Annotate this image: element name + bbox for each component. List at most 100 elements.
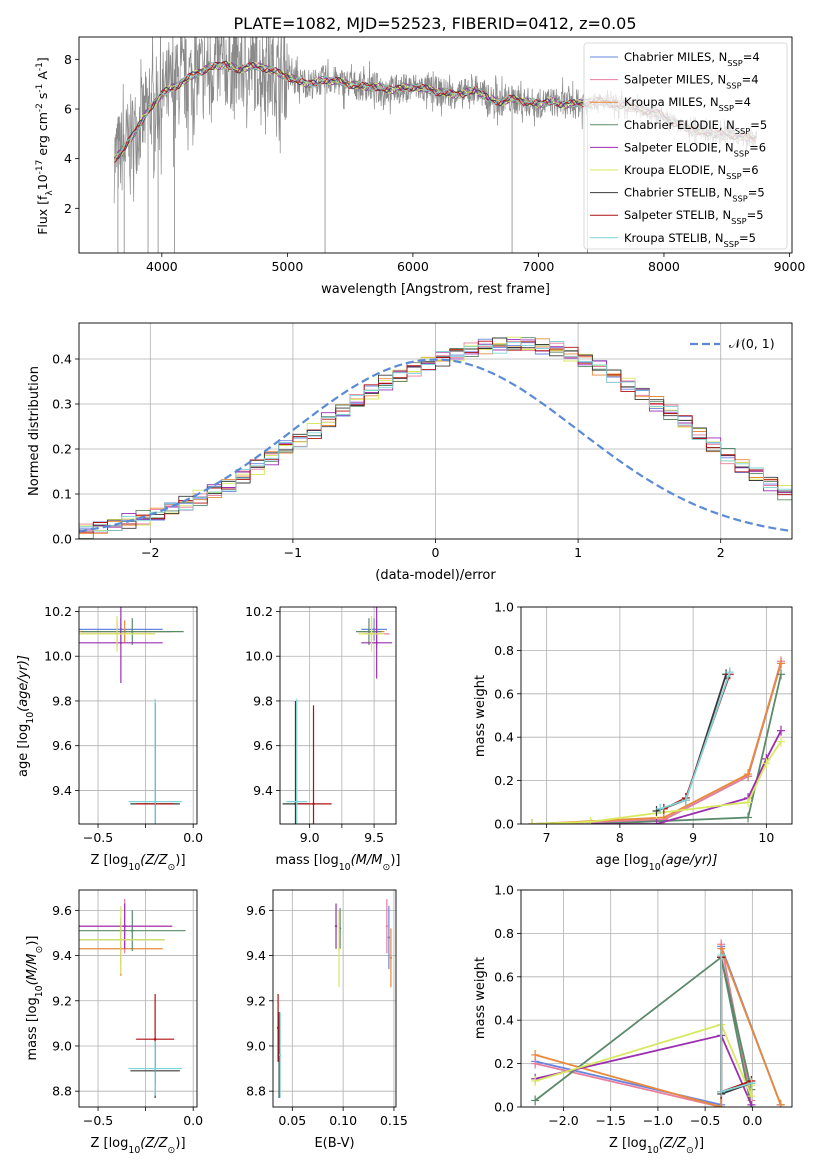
residual-plot — [79, 336, 792, 539]
tick-label-y: 8.8 — [52, 1084, 72, 1099]
tick-label-y: 0.2 — [494, 773, 514, 788]
legend-entry-part: Chabrier ELODIE, N — [624, 118, 735, 132]
ticks-mass_vs_EBV: 0.05 0.10 0.15 8.8 9.0 9.2 9.4 9.6 — [246, 903, 408, 1128]
data-point — [276, 1026, 280, 1030]
tick-label-y: 0.4 — [494, 730, 514, 745]
massweight_vs_Z-xlabel-part: )] — [694, 1136, 704, 1151]
legend-entry-part: Salpeter MILES, N — [624, 73, 726, 87]
histogram-step-line — [79, 340, 792, 533]
tick-label-y: 10.0 — [245, 649, 273, 664]
legend-entry-part: =4 — [743, 50, 760, 64]
tick-label-x: 0.0 — [183, 830, 203, 845]
tick-label-y: 9.4 — [253, 783, 273, 798]
massweight_vs_age-plot — [527, 656, 786, 824]
axes-residuals: −2 −1 0 1 2 0.0 0.1 0.2 0.3 0.4 (data-model)/error… — [27, 322, 793, 583]
tick-label-x: 4000 — [146, 259, 178, 274]
mass_vs_Z-plot — [79, 899, 186, 1098]
tick-label-y: 0.0 — [494, 817, 514, 832]
tick-label-y: 0.2 — [52, 442, 72, 457]
age_vs_Z-ylabel-part: (age/yr)] — [16, 655, 31, 712]
age_vs_Z-xlabel-part: Z [log — [90, 853, 128, 868]
mass_vs_EBV-plot — [276, 899, 393, 1098]
age_vs_mass-xlabel-part: )] — [390, 853, 400, 868]
spectrum-ylabel-part: -2 — [35, 103, 45, 112]
ticks-age_vs_mass: 9.0 9.5 9.4 9.6 9.8 10.0 10.2 — [245, 604, 384, 845]
spectrum-plot — [113, 37, 757, 253]
spectrum-ylabel-part: Flux [f — [35, 195, 50, 235]
age_vs_Z-plot — [79, 607, 184, 824]
mass_vs_EBV-xlabel-part: E(B-V) — [314, 1136, 354, 1151]
legend-entry: Salpeter ELODIE, NSSP=6 — [624, 140, 766, 158]
legend-box — [583, 42, 788, 250]
tick-label-y: 0.3 — [52, 397, 72, 412]
histogram-step-line — [79, 338, 792, 532]
tick-label-x: 0.0 — [742, 1113, 762, 1128]
massweight_vs_age-xlabel-part: (age/yr)] — [661, 853, 718, 868]
ticks-massweight_vs_Z: −2.0 −1.5 −1.0 −0.5 0.0 0.0 0.2 0.4 0.6 0.8 1.0 — [494, 883, 762, 1129]
legend-entry-part: =5 — [750, 118, 767, 132]
tick-label-y: 9.0 — [52, 1038, 72, 1053]
tick-label-x: 1 — [574, 545, 582, 560]
legend-entry-part: Chabrier STELIB, N — [624, 186, 732, 200]
mass_vs_Z-ylabel-part: (M/M — [25, 954, 40, 986]
data-point — [153, 1067, 157, 1070]
legend-entry-part: Kroupa STELIB, N — [624, 231, 724, 245]
tick-label-x: 7 — [543, 830, 551, 845]
axes-border-mass_vs_EBV — [272, 889, 397, 1108]
legend-entry-part: =4 — [734, 95, 751, 109]
mass_vs_EBV-xlabel: E(B-V) — [314, 1136, 354, 1151]
legend-entry: Chabrier MILES, NSSP=4 — [624, 50, 760, 68]
tick-label-x: 9 — [689, 830, 697, 845]
massweight_vs_Z-plot — [531, 939, 785, 1107]
data-point — [123, 924, 126, 928]
tick-label-y: 4 — [64, 151, 72, 166]
legend-entry-part: SSP — [727, 58, 742, 68]
tick-label-x: 10 — [758, 830, 774, 845]
data-point — [312, 802, 315, 806]
ticks-residuals: −2 −1 0 1 2 0.0 0.1 0.2 0.3 0.4 — [52, 352, 725, 561]
tick-label-y: 0.2 — [494, 1056, 514, 1071]
mass_vs_Z-ylabel: mass [log10(M/M⊙)] — [25, 936, 45, 1061]
data-point — [115, 632, 119, 636]
data-point — [119, 938, 123, 941]
data-point — [295, 800, 298, 803]
legend-entry-part: SSP — [731, 216, 746, 226]
massweight_vs_Z-xlabel-part: ⊙ — [686, 1145, 694, 1156]
spectrum-ylabel-part: A — [35, 71, 50, 84]
residual-ylabel: Normed distribution — [27, 366, 42, 496]
legend-entry-part: Salpeter STELIB, N — [624, 208, 731, 222]
axes-massweight_vs_Z: −2.0 −1.5 −1.0 −0.5 0.0 0.0 0.2 0.4 0.6 0.8 1.0 Z [… — [473, 883, 793, 1156]
tick-label-y: 0.6 — [494, 969, 514, 984]
tick-label-y: 0.6 — [494, 686, 514, 701]
axes-age_vs_Z: −0.5 0.09.49.69.810.010.2Z [log10(Z/Z⊙)]a… — [16, 604, 203, 873]
mass_vs_Z-ylabel-part: ⊙ — [34, 946, 45, 954]
axes-border-massweight_vs_age — [520, 606, 793, 825]
tick-label-x: 7000 — [523, 259, 555, 274]
spectrum-ylabel-part: -1 — [35, 84, 45, 93]
legend-entry-part: =6 — [742, 163, 759, 177]
age_vs_Z-xlabel-part: )] — [175, 853, 185, 868]
legend-entry-part: SSP — [734, 148, 749, 158]
histogram-step-line — [79, 341, 792, 532]
axes-border-age_vs_Z — [78, 606, 198, 825]
legend-entry: Kroupa MILES, NSSP=4 — [624, 95, 751, 113]
age_vs_Z-ylabel: age [log10(age/yr)] — [16, 655, 36, 777]
tick-label-y: 0.4 — [494, 1013, 514, 1028]
data-point — [385, 924, 389, 928]
spectrum-xlabel: wavelength [Angstrom, rest frame] — [321, 282, 550, 297]
spectrum-ylabel-part: s — [35, 93, 50, 104]
ticks-spectrum: 4000 5000 6000 7000 8000 9000 2 4 6 8 — [64, 52, 805, 274]
tick-label-y: 9.6 — [246, 903, 266, 918]
tick-label-y: 9.6 — [253, 738, 273, 753]
tick-label-x: 5000 — [271, 259, 303, 274]
tick-label-x: −1 — [284, 545, 302, 560]
data-point — [131, 929, 134, 932]
grid-mass_vs_EBV — [273, 890, 396, 1107]
mass_vs_Z-xlabel-part: Z [log — [90, 1136, 128, 1151]
grid-mass_vs_Z — [79, 890, 197, 1107]
data-point — [337, 947, 341, 950]
tick-label-x: 9.0 — [300, 830, 320, 845]
grid-massweight_vs_Z — [521, 889, 792, 1108]
mass_vs_Z-xlabel-part: )] — [175, 1136, 185, 1151]
age_vs_mass-plot — [282, 607, 393, 824]
